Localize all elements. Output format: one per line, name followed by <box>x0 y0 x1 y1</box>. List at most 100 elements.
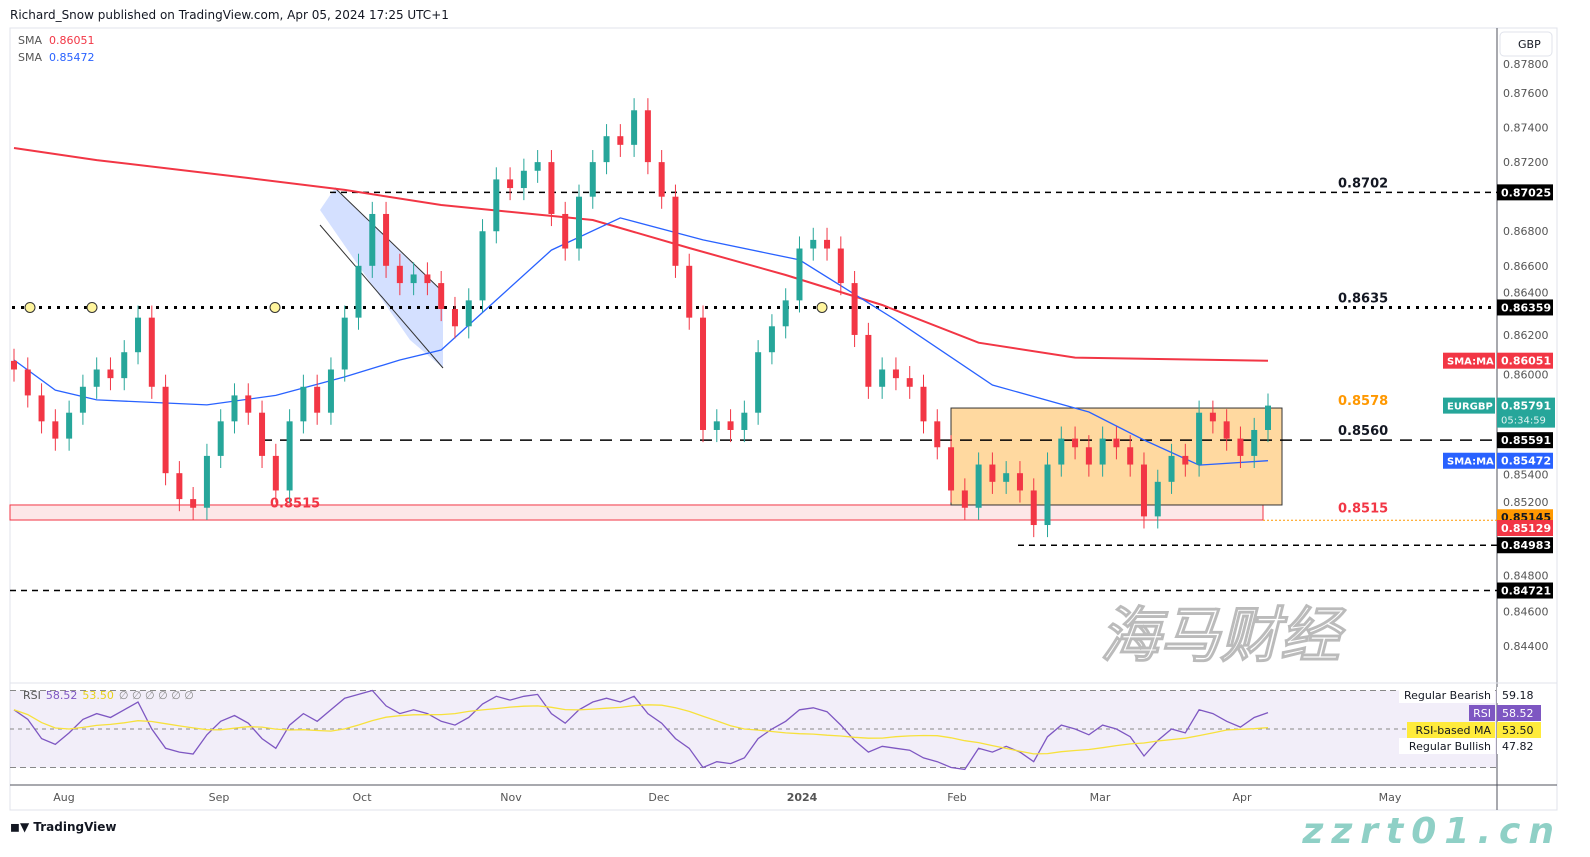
candle-body <box>493 179 500 232</box>
price-tag-zone <box>1497 520 1553 537</box>
candle-body <box>520 170 527 189</box>
marker-circle <box>816 301 828 313</box>
candle-body <box>38 395 45 422</box>
sma-price-label: 0.85472 <box>1501 455 1551 468</box>
candle-body <box>66 412 73 439</box>
candle-body <box>369 213 376 266</box>
x-tick-label: Aug <box>53 791 74 804</box>
rsi-ma-line <box>13 704 1269 755</box>
x-tick-label: Dec <box>648 791 669 804</box>
candle-body <box>1058 438 1065 465</box>
candle-body <box>1016 473 1023 491</box>
price-tag-label: 0.85591 <box>1501 434 1551 447</box>
rsi-tag-value: 58.52 <box>1502 707 1534 720</box>
candle-body <box>245 395 252 413</box>
publisher-line: Richard_Snow published on TradingView.co… <box>10 8 449 22</box>
candle-body <box>451 309 458 327</box>
last-price-tag <box>1497 397 1555 428</box>
legend-sma-red: SMA 0.86051 <box>18 34 95 47</box>
candle-body <box>672 196 679 266</box>
legend-value: 0.85472 <box>49 51 95 64</box>
price-tag-label: 0.84721 <box>1501 585 1551 598</box>
x-tick-label: Mar <box>1090 791 1111 804</box>
legend-label: SMA <box>18 34 42 47</box>
symbol-tag <box>1443 397 1495 414</box>
candle-body <box>741 412 748 430</box>
rsi-tag-value: 59.18 <box>1502 689 1534 702</box>
price-tag-label: 0.87025 <box>1501 186 1551 199</box>
candle-body <box>906 378 913 387</box>
candle-body <box>11 360 17 370</box>
candle-body <box>713 421 720 430</box>
legend-value: 0.86051 <box>49 34 95 47</box>
candle-body <box>1182 455 1189 465</box>
level-label: 0.8635 <box>1338 291 1388 306</box>
candle-body <box>272 455 279 491</box>
candle-body <box>1237 438 1244 456</box>
candle-body <box>341 317 348 370</box>
x-tick-label: Oct <box>352 791 372 804</box>
y-tick-label: 0.84600 <box>1503 605 1549 618</box>
candle-body <box>548 162 555 214</box>
brand-label: TradingView <box>33 820 117 834</box>
candle-body <box>755 352 762 413</box>
candle-body <box>465 300 472 327</box>
rsi-tag-label: RSI-based MA <box>1415 724 1491 737</box>
candle-body <box>975 464 982 508</box>
rsi-legend-nulls: ∅ ∅ ∅ ∅ ∅ ∅ <box>119 689 194 702</box>
candle-body <box>1209 412 1216 422</box>
candle-body <box>52 421 59 439</box>
rsi-tag-label: Regular Bullish <box>1409 740 1491 753</box>
x-tick-label: Feb <box>947 791 966 804</box>
rsi-tag-value: 53.50 <box>1502 724 1534 737</box>
last-price-label: 0.85791 <box>1501 400 1551 413</box>
candle-body <box>837 248 844 284</box>
range-box-label: 0.8578 <box>1338 394 1388 409</box>
rsi-tag-label: RSI <box>1473 707 1491 720</box>
candle-body <box>879 369 886 387</box>
candle-body <box>1030 490 1037 526</box>
candle-body <box>479 231 486 301</box>
rsi-legend-value: 58.52 <box>46 689 78 702</box>
symbol-label: EURGBP <box>1447 402 1493 413</box>
candle-body <box>217 421 224 456</box>
level-label: 0.8515 <box>1338 501 1388 516</box>
sma-price-tag <box>1497 352 1553 369</box>
candle-body <box>644 110 651 163</box>
currency-button[interactable] <box>1499 31 1553 57</box>
candle-body <box>575 196 582 249</box>
candle-body <box>603 136 610 163</box>
candle-body <box>1154 481 1161 517</box>
candle-body <box>1140 464 1147 517</box>
candle-body <box>79 386 86 413</box>
candle-body <box>1072 438 1079 448</box>
price-tag-label: 0.84983 <box>1501 539 1551 552</box>
candle-body <box>892 369 899 379</box>
sma-tag <box>1443 352 1495 369</box>
candle-body <box>135 317 142 353</box>
y-tick-label: 0.86000 <box>1503 369 1549 382</box>
candle-body <box>865 334 872 387</box>
candle-body <box>1265 405 1271 430</box>
candle-body <box>1251 429 1258 456</box>
candle-body <box>631 110 638 145</box>
legend-sma-blue: SMA 0.85472 <box>18 51 95 64</box>
candle-body <box>396 265 403 284</box>
descending-channel <box>320 188 443 368</box>
y-tick-label: 0.86600 <box>1503 260 1549 273</box>
rsi-tag-bg <box>1407 722 1495 738</box>
legend-label: SMA <box>18 51 42 64</box>
y-tick-label: 0.84400 <box>1503 640 1549 653</box>
candle-body <box>438 283 445 310</box>
sma-tag-label: SMA:MA <box>1447 357 1494 368</box>
candle-body <box>1113 438 1120 448</box>
rsi-value-bg <box>1497 687 1541 703</box>
price-tag <box>1497 582 1553 599</box>
x-tick-label: Nov <box>500 791 522 804</box>
y-tick-label: 0.86400 <box>1503 286 1549 299</box>
candle-body <box>948 447 955 491</box>
candle-body <box>148 317 155 387</box>
price-tag <box>1497 184 1553 201</box>
